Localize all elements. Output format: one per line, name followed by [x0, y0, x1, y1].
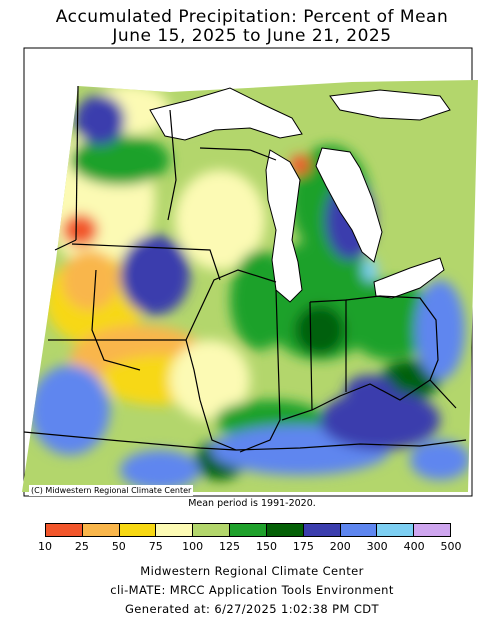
mean-period-note: Mean period is 1991-2020. — [188, 498, 316, 509]
lake-huron — [315, 147, 383, 263]
legend-swatch — [46, 524, 83, 536]
legend-tick-label: 25 — [74, 540, 89, 553]
legend-tick-label: 300 — [366, 540, 388, 553]
legend-tick-label: 125 — [219, 540, 241, 553]
legend-swatch — [340, 524, 378, 536]
legend-tick-label: 150 — [255, 540, 277, 553]
legend-swatch — [266, 524, 304, 536]
lake-michigan — [265, 149, 303, 303]
legend-tick-label: 10 — [38, 540, 52, 553]
legend-swatch — [303, 524, 341, 536]
great-lakes — [149, 87, 451, 303]
legend-tick-label: 400 — [403, 540, 425, 553]
legend-tick-label: 100 — [182, 540, 204, 553]
legend-swatch — [414, 524, 450, 536]
footer-tool: cli-MATE: MRCC Application Tools Environ… — [110, 583, 394, 597]
legend-tick-label: 500 — [440, 540, 462, 553]
map-title: Accumulated Precipitation: Percent of Me… — [55, 7, 449, 27]
legend-swatch — [119, 524, 157, 536]
state-borders — [23, 85, 467, 453]
northern-water — [329, 89, 451, 121]
legend-tick-label: 50 — [111, 540, 126, 553]
legend-swatch — [230, 524, 267, 536]
footer-org: Midwestern Regional Climate Center — [140, 564, 364, 578]
footer-generated: Generated at: 6/27/2025 1:02:38 PM CDT — [125, 602, 379, 616]
precipitation-field — [22, 80, 478, 492]
legend-tick-label: 75 — [148, 540, 163, 553]
lake-superior — [149, 87, 303, 141]
legend-swatch — [156, 524, 194, 536]
legend-swatch — [82, 524, 120, 536]
legend-tick-label: 200 — [329, 540, 351, 553]
legend-swatch — [193, 524, 231, 536]
legend-tick-label: 175 — [292, 540, 314, 553]
legend-swatch — [377, 524, 415, 536]
map-date-range: June 15, 2025 to June 21, 2025 — [112, 26, 392, 46]
color-legend — [45, 523, 451, 537]
map-credit: (C) Midwestern Regional Climate Center — [29, 485, 194, 496]
